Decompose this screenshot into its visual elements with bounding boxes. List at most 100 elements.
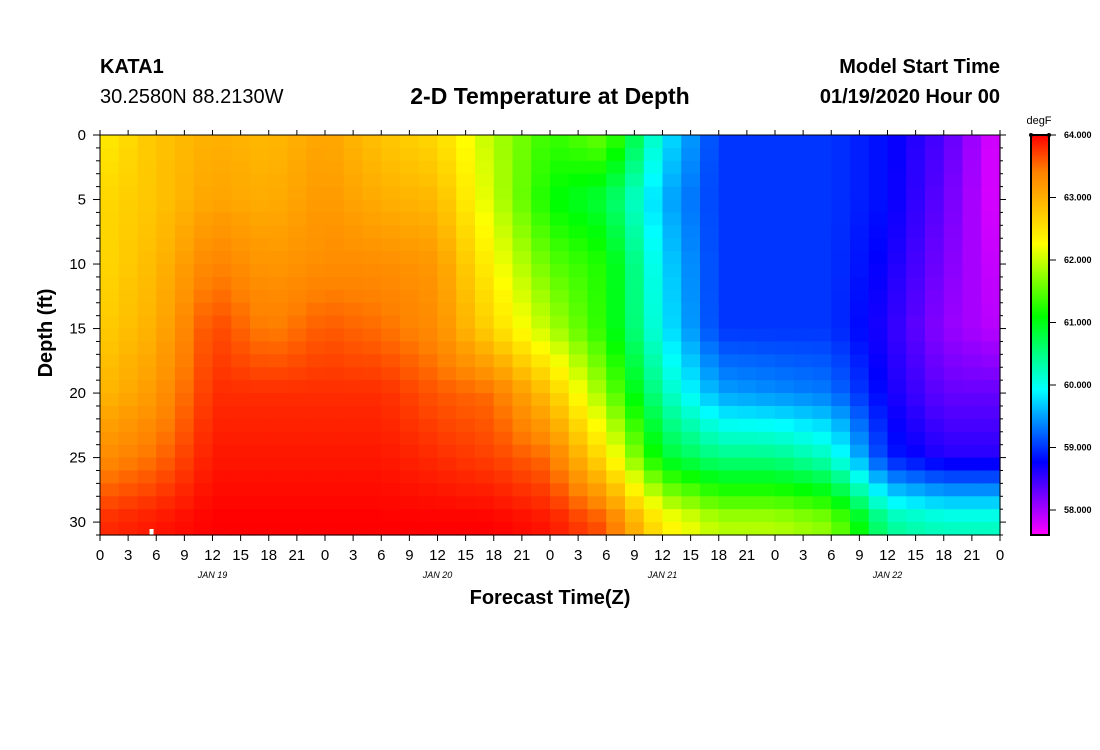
heatmap-cell: [437, 496, 457, 510]
heatmap-cell: [568, 522, 589, 536]
heatmap-cell: [475, 509, 495, 523]
heatmap-cell: [606, 483, 626, 497]
heatmap-cell: [643, 135, 664, 149]
heatmap-cell: [100, 238, 120, 252]
heatmap-cell: [550, 160, 570, 175]
heatmap-cell: [212, 264, 232, 278]
heatmap-cell: [437, 418, 457, 433]
heatmap-cell: [587, 509, 607, 523]
heatmap-cell: [793, 135, 814, 149]
heatmap-cell: [100, 431, 120, 446]
heatmap-cell: [625, 509, 645, 523]
heatmap-cell: [175, 264, 195, 278]
heatmap-cell: [700, 328, 720, 343]
heatmap-cell: [306, 289, 326, 304]
heatmap-cell: [981, 328, 1001, 343]
heatmap-cell: [268, 238, 289, 252]
heatmap-cell: [193, 289, 214, 304]
heatmap-cell: [118, 405, 139, 420]
heatmap-cell: [850, 470, 870, 484]
heatmap-cell: [118, 173, 139, 188]
heatmap-cell: [437, 393, 457, 407]
heatmap-cell: [343, 393, 364, 407]
heatmap-cell: [287, 289, 307, 304]
heatmap-cell: [737, 225, 757, 239]
heatmap-cell: [775, 147, 795, 162]
heatmap-cell: [512, 225, 532, 239]
heatmap-cell: [962, 147, 982, 162]
heatmap-cell: [437, 522, 457, 536]
heatmap-cell: [475, 302, 495, 317]
heatmap-cell: [287, 160, 307, 175]
heatmap-cell: [550, 354, 570, 368]
heatmap-cell: [887, 251, 907, 265]
heatmap-cell: [531, 496, 551, 510]
heatmap-cell: [137, 405, 157, 420]
heatmap-cell: [118, 470, 139, 484]
heatmap-cell: [250, 496, 270, 510]
heatmap-cell: [493, 315, 514, 330]
heatmap-cell: [231, 470, 251, 484]
heatmap-cell: [943, 354, 964, 368]
heatmap-cell: [212, 405, 232, 420]
heatmap-cell: [793, 341, 814, 355]
heatmap-cell: [887, 483, 907, 497]
heatmap-cell: [550, 393, 570, 407]
heatmap-cell: [287, 302, 307, 317]
heatmap-cell: [156, 160, 176, 175]
heatmap-cell: [193, 509, 214, 523]
heatmap-cell: [756, 302, 776, 317]
heatmap-cell: [925, 212, 945, 226]
heatmap-cell: [100, 199, 120, 214]
heatmap-cell: [531, 380, 551, 394]
heatmap-cell: [231, 380, 251, 394]
heatmap-cell: [418, 470, 439, 484]
heatmap-cell: [287, 276, 307, 291]
heatmap-cell: [175, 418, 195, 433]
heatmap-cell: [700, 380, 720, 394]
heatmap-cell: [268, 199, 289, 214]
heatmap-cell: [962, 393, 982, 407]
heatmap-cell: [943, 276, 964, 291]
heatmap-cell: [606, 199, 626, 214]
heatmap-cell: [887, 147, 907, 162]
heatmap-cell: [400, 251, 420, 265]
heatmap-cell: [981, 238, 1001, 252]
heatmap-cell: [700, 173, 720, 188]
heatmap-cell: [212, 496, 232, 510]
heatmap-cell: [625, 328, 645, 343]
heatmap-cell: [625, 160, 645, 175]
heatmap-cell: [812, 522, 832, 536]
x-tick-label: 15: [682, 547, 699, 564]
heatmap-cell: [118, 186, 139, 201]
heatmap-cell: [662, 457, 682, 472]
heatmap-cell: [662, 405, 682, 420]
heatmap-cell: [643, 315, 664, 330]
heatmap-cell: [437, 135, 457, 149]
heatmap-cell: [625, 431, 645, 446]
heatmap-cell: [775, 444, 795, 459]
heatmap-cell: [456, 483, 476, 497]
heatmap-cell: [887, 522, 907, 536]
heatmap-cell: [343, 328, 364, 343]
heatmap-cell: [756, 173, 776, 188]
heatmap-cell: [831, 457, 851, 472]
heatmap-cell: [906, 173, 926, 188]
heatmap-cell: [118, 315, 139, 330]
heatmap-cell: [231, 405, 251, 420]
heatmap-cell: [812, 509, 832, 523]
heatmap-cell: [793, 509, 814, 523]
heatmap-cell: [793, 496, 814, 510]
heatmap-cell: [962, 251, 982, 265]
heatmap-cell: [868, 496, 889, 510]
heatmap-cell: [343, 135, 364, 149]
heatmap-cell: [718, 496, 739, 510]
heatmap-cell: [100, 522, 120, 536]
heatmap-cell: [812, 405, 832, 420]
x-tick-label: 21: [964, 547, 981, 564]
heatmap-cell: [737, 186, 757, 201]
heatmap-cell: [925, 315, 945, 330]
heatmap-cell: [793, 276, 814, 291]
heatmap-cell: [700, 431, 720, 446]
colorbar-end-dot: [1029, 133, 1033, 137]
